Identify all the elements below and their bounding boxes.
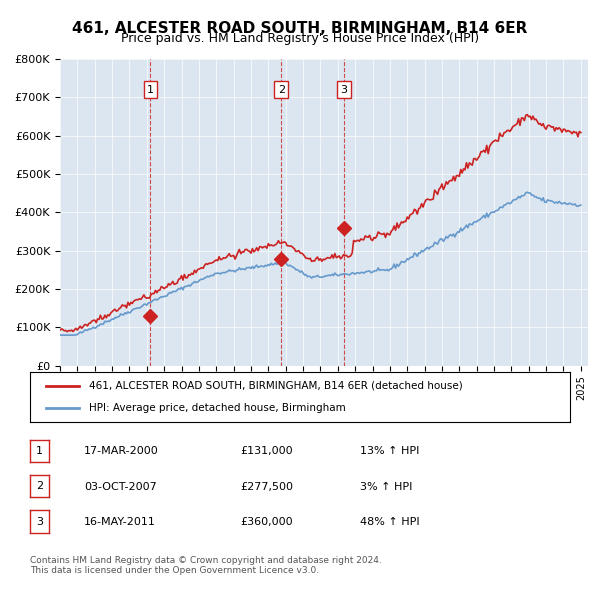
Text: 461, ALCESTER ROAD SOUTH, BIRMINGHAM, B14 6ER (detached house): 461, ALCESTER ROAD SOUTH, BIRMINGHAM, B1… (89, 381, 463, 391)
Text: 03-OCT-2007: 03-OCT-2007 (84, 482, 157, 491)
Text: £360,000: £360,000 (240, 517, 293, 527)
Text: 16-MAY-2011: 16-MAY-2011 (84, 517, 156, 527)
Text: Contains HM Land Registry data © Crown copyright and database right 2024.
This d: Contains HM Land Registry data © Crown c… (30, 556, 382, 575)
Text: 17-MAR-2000: 17-MAR-2000 (84, 447, 159, 456)
Text: 1: 1 (147, 85, 154, 94)
Text: 13% ↑ HPI: 13% ↑ HPI (360, 447, 419, 456)
Text: 3% ↑ HPI: 3% ↑ HPI (360, 482, 412, 491)
Text: 48% ↑ HPI: 48% ↑ HPI (360, 517, 419, 527)
Text: 461, ALCESTER ROAD SOUTH, BIRMINGHAM, B14 6ER: 461, ALCESTER ROAD SOUTH, BIRMINGHAM, B1… (73, 21, 527, 35)
Text: HPI: Average price, detached house, Birmingham: HPI: Average price, detached house, Birm… (89, 403, 346, 413)
Text: 2: 2 (278, 85, 285, 94)
Text: 3: 3 (36, 517, 43, 526)
Text: £131,000: £131,000 (240, 447, 293, 456)
Text: 2: 2 (36, 481, 43, 491)
Text: £277,500: £277,500 (240, 482, 293, 491)
Text: 3: 3 (341, 85, 347, 94)
Text: 1: 1 (36, 446, 43, 455)
Text: Price paid vs. HM Land Registry's House Price Index (HPI): Price paid vs. HM Land Registry's House … (121, 32, 479, 45)
